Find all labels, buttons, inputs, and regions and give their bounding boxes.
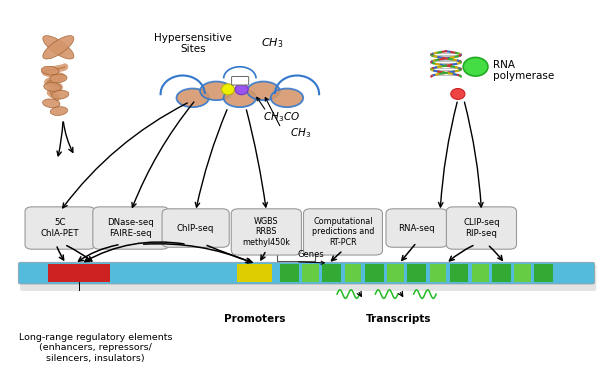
Text: Transcripts: Transcripts xyxy=(366,314,431,324)
Bar xyxy=(492,264,511,282)
Ellipse shape xyxy=(200,82,232,100)
Bar xyxy=(472,264,488,282)
Bar xyxy=(514,264,531,282)
Ellipse shape xyxy=(43,35,74,59)
FancyBboxPatch shape xyxy=(304,209,382,255)
Bar xyxy=(280,264,299,282)
Ellipse shape xyxy=(176,89,209,107)
Ellipse shape xyxy=(271,89,303,107)
FancyBboxPatch shape xyxy=(162,209,229,247)
Text: CH$_3$: CH$_3$ xyxy=(261,37,283,50)
FancyBboxPatch shape xyxy=(446,207,517,249)
Ellipse shape xyxy=(235,84,248,95)
Ellipse shape xyxy=(50,106,68,115)
Text: ChIP-seq: ChIP-seq xyxy=(177,223,214,232)
Text: RNA-seq: RNA-seq xyxy=(398,223,435,232)
Bar xyxy=(535,264,553,282)
Text: CH$_3$: CH$_3$ xyxy=(290,126,311,140)
Text: WGBS
RRBS
methyl450k: WGBS RRBS methyl450k xyxy=(242,217,290,247)
FancyBboxPatch shape xyxy=(25,207,95,249)
Ellipse shape xyxy=(451,89,465,99)
Ellipse shape xyxy=(43,35,74,59)
Bar xyxy=(387,264,404,282)
Text: Long-range regulatory elements
(enhancers, repressors/
silencers, insulators): Long-range regulatory elements (enhancer… xyxy=(19,333,172,363)
Bar xyxy=(407,264,426,282)
Ellipse shape xyxy=(41,66,59,75)
Ellipse shape xyxy=(247,82,280,100)
FancyBboxPatch shape xyxy=(386,209,447,247)
Bar xyxy=(345,264,361,282)
Ellipse shape xyxy=(43,99,60,108)
Text: CLIP-seq
RIP-seq: CLIP-seq RIP-seq xyxy=(463,218,500,238)
Text: CH$_3$CO: CH$_3$CO xyxy=(263,110,301,124)
Bar xyxy=(302,264,319,282)
Text: Genes: Genes xyxy=(297,250,324,259)
Bar xyxy=(322,264,341,282)
FancyBboxPatch shape xyxy=(20,264,596,291)
FancyBboxPatch shape xyxy=(231,209,301,255)
Ellipse shape xyxy=(224,89,256,107)
Text: Hypersensitive
Sites: Hypersensitive Sites xyxy=(154,33,232,54)
FancyBboxPatch shape xyxy=(18,262,595,284)
Bar xyxy=(237,264,272,282)
Text: DNase-seq
FAIRE-seq: DNase-seq FAIRE-seq xyxy=(107,218,154,238)
Text: Promoters: Promoters xyxy=(224,314,286,324)
Ellipse shape xyxy=(52,90,69,99)
Bar xyxy=(449,264,469,282)
FancyBboxPatch shape xyxy=(232,76,248,85)
Text: 5C
ChIA-PET: 5C ChIA-PET xyxy=(41,218,79,238)
FancyBboxPatch shape xyxy=(93,207,169,249)
Ellipse shape xyxy=(463,57,488,76)
Text: RNA
polymerase: RNA polymerase xyxy=(493,60,554,82)
Text: Computational
predictions and
RT-PCR: Computational predictions and RT-PCR xyxy=(312,217,374,247)
Ellipse shape xyxy=(221,84,235,95)
Ellipse shape xyxy=(50,74,67,83)
Bar xyxy=(365,264,383,282)
Bar xyxy=(49,264,110,282)
Bar xyxy=(430,264,446,282)
Ellipse shape xyxy=(44,83,61,91)
